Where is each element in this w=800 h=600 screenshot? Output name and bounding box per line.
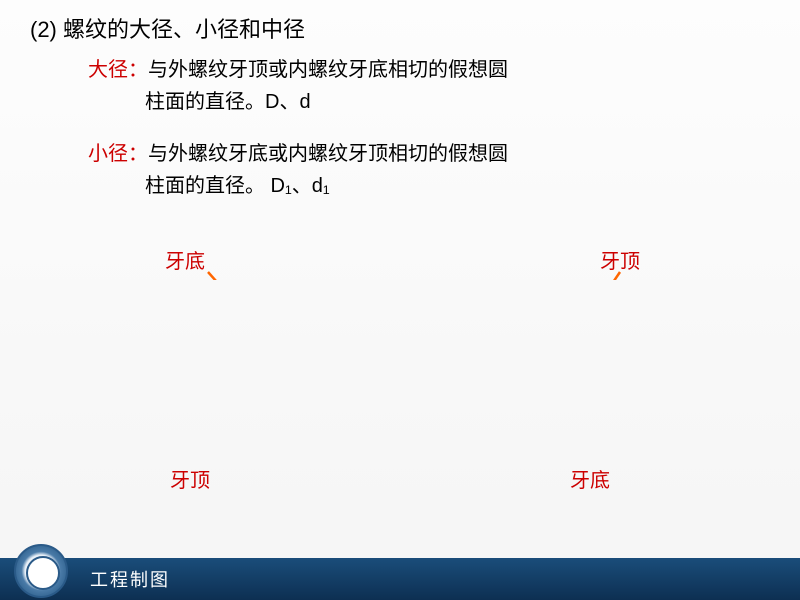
footer-title: 工程制图	[90, 566, 170, 592]
leaders	[208, 272, 620, 280]
footer-bar: 工程制图	[0, 558, 800, 600]
label-crest-left: 牙顶	[170, 464, 210, 493]
label-root-right: 牙底	[570, 464, 610, 493]
thread-diagram: 小径 大径	[0, 0, 800, 280]
university-logo-icon	[14, 544, 68, 598]
